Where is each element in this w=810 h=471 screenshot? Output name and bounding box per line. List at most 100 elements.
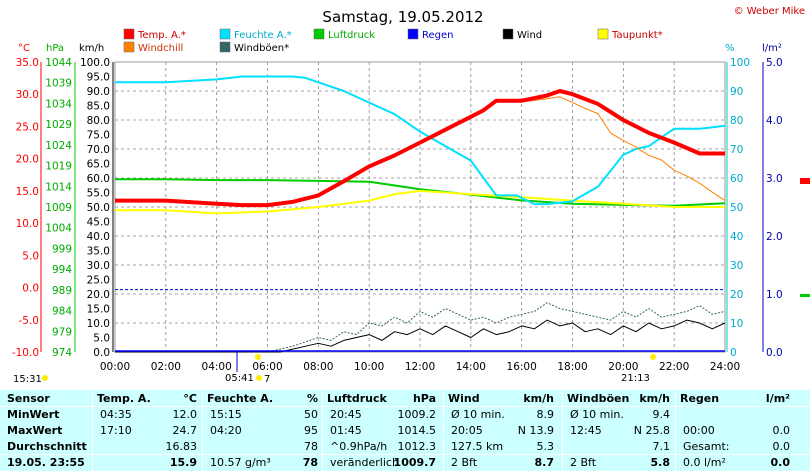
speed-tick-label: 70.0 bbox=[87, 144, 110, 156]
speed-tick-label: 5.0 bbox=[93, 333, 110, 345]
humidity-tick-label: 90 bbox=[730, 86, 743, 98]
table-row-label: Durchschnitt bbox=[7, 440, 87, 453]
speed-tick-label: 15.0 bbox=[87, 304, 110, 316]
speed-tick-label: 55.0 bbox=[87, 188, 110, 200]
humidity-tick-label: 30 bbox=[730, 260, 743, 272]
table-row-divider bbox=[0, 406, 810, 407]
pressure-tick-label: 1039 bbox=[45, 78, 72, 90]
legend-label: Windchill bbox=[138, 43, 183, 54]
table-header: °C bbox=[183, 392, 197, 405]
sunrise-sun-icon bbox=[256, 375, 262, 381]
pressure-tick-label: 1019 bbox=[45, 161, 72, 173]
temp-tick-label: 25.0 bbox=[16, 121, 39, 133]
legend-label: Feuchte A.* bbox=[234, 30, 292, 41]
rain-tick-label: 1.0 bbox=[766, 289, 783, 301]
table-cell: 15:15 bbox=[210, 408, 242, 421]
speed-tick-label: 50.0 bbox=[87, 202, 110, 214]
pressure-tick-label: 999 bbox=[52, 243, 72, 255]
speed-tick-label: 85.0 bbox=[87, 101, 110, 113]
table-cell: 2 Bft bbox=[451, 456, 478, 469]
table-row-label: MinWert bbox=[7, 408, 60, 421]
table-row-label: MaxWert bbox=[7, 424, 63, 437]
temp-unit-label: °C bbox=[18, 43, 30, 54]
table-header: Windböen bbox=[567, 392, 630, 405]
weather-chart: Samstag, 19.05.2012 © Weber Mike Temp. A… bbox=[12, 6, 810, 385]
temp-tick-label: 5.0 bbox=[22, 250, 39, 262]
table-cell: N 13.9 bbox=[517, 424, 554, 437]
table-cell: 0.0 bbox=[772, 424, 791, 437]
speed-tick-label: 65.0 bbox=[87, 159, 110, 171]
legend-swatch bbox=[597, 28, 609, 40]
legend-label: Windböen* bbox=[234, 43, 289, 54]
pressure-tick-label: 1024 bbox=[45, 140, 72, 152]
speed-tick-label: 0.0 bbox=[93, 347, 110, 359]
pressure-tick-label: 989 bbox=[52, 285, 72, 297]
table-cell: 1014.5 bbox=[397, 424, 437, 437]
series-line-windchill bbox=[521, 96, 726, 202]
table-header: km/h bbox=[639, 392, 670, 405]
table-column-divider bbox=[443, 390, 444, 471]
series-line-taupunkt bbox=[115, 189, 725, 215]
table-header: km/h bbox=[523, 392, 554, 405]
table-cell: 1009.2 bbox=[397, 408, 437, 421]
time-tick-label: 24:00 bbox=[710, 361, 740, 373]
speed-tick-label: 20.0 bbox=[87, 289, 110, 301]
humidity-tick-label: 0 bbox=[730, 347, 737, 359]
table-header: Sensor bbox=[7, 392, 50, 405]
temp-tick-label: 15.0 bbox=[16, 186, 39, 198]
series-line-feuchte-a bbox=[115, 75, 726, 206]
table-cell: 5.3 bbox=[536, 440, 555, 453]
table-cell: 8.9 bbox=[536, 408, 555, 421]
speed-tick-label: 75.0 bbox=[87, 130, 110, 142]
legend-swatch bbox=[407, 28, 419, 40]
table-cell: 127.5 km bbox=[451, 440, 504, 453]
legend-swatch bbox=[219, 28, 231, 40]
time-tick-label: 10:00 bbox=[354, 361, 384, 373]
legend-label: Luftdruck bbox=[328, 30, 375, 41]
pressure-tick-label: 1029 bbox=[45, 119, 72, 131]
data-series bbox=[115, 75, 726, 353]
table-column-divider bbox=[92, 390, 93, 471]
table-cell: 16.83 bbox=[165, 440, 198, 453]
table-header: % bbox=[306, 392, 318, 405]
humidity-tick-label: 70 bbox=[730, 144, 743, 156]
table-cell: 20:45 bbox=[330, 408, 362, 421]
time-tick-label: 02:00 bbox=[151, 361, 181, 373]
table-cell: Ø 10 min. bbox=[570, 408, 624, 421]
table-cell: 12:45 bbox=[570, 424, 602, 437]
rain-unit-label: l/m² bbox=[762, 43, 782, 54]
legend-swatch bbox=[219, 41, 231, 53]
pressure-tick-label: 1014 bbox=[45, 181, 72, 193]
speed-tick-label: 80.0 bbox=[87, 115, 110, 127]
speed-tick-label: 45.0 bbox=[87, 217, 110, 229]
table-column-divider bbox=[675, 390, 676, 471]
series-line-wind bbox=[115, 319, 726, 353]
series-line-luftdruck bbox=[115, 178, 726, 207]
table-cell: 15.9 bbox=[169, 456, 197, 469]
table-cell: 1012.3 bbox=[397, 440, 437, 453]
time-tick-label: 12:00 bbox=[405, 361, 435, 373]
legend-swatch bbox=[502, 28, 514, 40]
table-cell: 8.7 bbox=[534, 456, 555, 469]
humidity-tick-label: 60 bbox=[730, 173, 743, 185]
table-cell: 1009.7 bbox=[393, 456, 436, 469]
pressure-tick-label: 1044 bbox=[45, 57, 72, 69]
sunset-marker-icon bbox=[650, 354, 656, 360]
table-column-divider bbox=[562, 390, 563, 471]
pressure-unit-label: hPa bbox=[46, 43, 64, 54]
humidity-tick-label: 20 bbox=[730, 289, 743, 301]
sunrise-marker-icon bbox=[255, 354, 261, 360]
legend-label: Taupunkt* bbox=[611, 30, 663, 41]
sunrise-extra-label: 7 bbox=[264, 374, 270, 385]
time-tick-label: 08:00 bbox=[303, 361, 333, 373]
table-cell: 0.0 bbox=[772, 440, 791, 453]
table-cell: 0.0 bbox=[770, 456, 791, 469]
pressure-tick-label: 1034 bbox=[45, 98, 72, 110]
legend-label: Wind bbox=[517, 30, 542, 41]
rain-tick-label: 4.0 bbox=[766, 115, 783, 127]
pressure-tick-label: 994 bbox=[52, 264, 72, 276]
grid-lines bbox=[115, 62, 725, 352]
table-cell: 2 Bft bbox=[570, 456, 597, 469]
legend-swatch bbox=[313, 28, 325, 40]
table-header: Feuchte A. bbox=[207, 392, 274, 405]
